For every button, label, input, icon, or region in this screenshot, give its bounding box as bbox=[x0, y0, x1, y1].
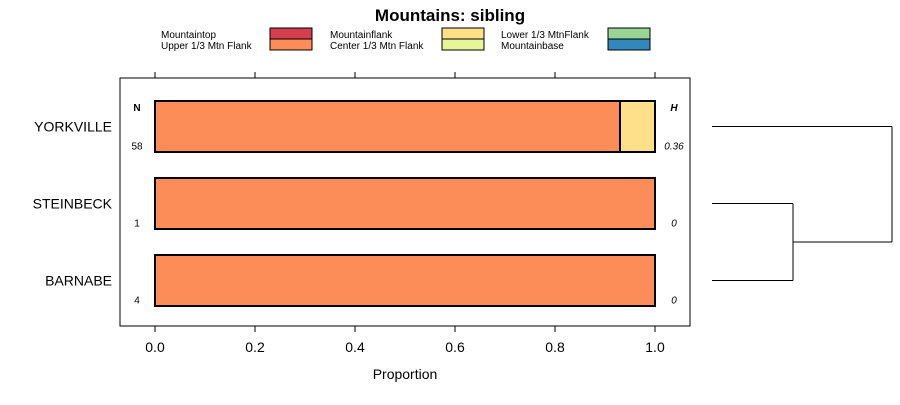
n-value-barnabe: 4 bbox=[134, 296, 140, 307]
x-tick-label: 0.8 bbox=[545, 339, 565, 355]
h-header: H bbox=[670, 103, 678, 114]
dendrogram bbox=[712, 126, 893, 281]
x-tick-label: 0.2 bbox=[245, 339, 265, 355]
n-value-yorkville: 58 bbox=[131, 142, 143, 153]
bar-segment-steinbeck-upper-1-3-mtn-flank bbox=[154, 177, 656, 230]
legend-label-mountaintop: Mountaintop bbox=[161, 30, 216, 41]
bar-segment-yorkville-upper-1-3-mtn-flank bbox=[154, 100, 621, 153]
legend-label-mountainflank: Mountainflank bbox=[330, 30, 393, 41]
plot-frame bbox=[119, 77, 691, 327]
legend-swatch-lower-1-3-mtnflank bbox=[607, 27, 651, 40]
legend-label-mountainbase: Mountainbase bbox=[501, 41, 564, 52]
x-tick-label: 0.4 bbox=[345, 339, 365, 355]
x-tick-label: 1.0 bbox=[645, 339, 665, 355]
x-axis: 0.0 0.2 0.4 0.6 0.8 1.0 bbox=[145, 72, 665, 355]
n-value-steinbeck: 1 bbox=[134, 219, 140, 230]
bars: YORKVILLE 58 0.36 STEINBECK 1 0 BARNABE 4 0 bbox=[33, 100, 684, 307]
legend-swatch-mountainbase bbox=[607, 38, 651, 51]
category-label-yorkville: YORKVILLE bbox=[34, 119, 112, 135]
bar-segment-yorkville-mountainflank bbox=[619, 100, 656, 153]
category-label-steinbeck: STEINBECK bbox=[33, 196, 113, 212]
x-tick-label: 0.6 bbox=[445, 339, 465, 355]
x-tick-label: 0.0 bbox=[145, 339, 165, 355]
legend-swatch-mountainflank bbox=[441, 27, 485, 40]
category-label-barnabe: BARNABE bbox=[45, 273, 112, 289]
h-value-barnabe: 0 bbox=[671, 296, 677, 307]
h-value-yorkville: 0.36 bbox=[664, 142, 684, 153]
h-value-steinbeck: 0 bbox=[671, 219, 677, 230]
legend-swatch-mountaintop bbox=[269, 27, 313, 40]
bar-segment-barnabe-upper-1-3-mtn-flank bbox=[154, 254, 656, 307]
legend-label-center-1-3-mtn-flank: Center 1/3 Mtn Flank bbox=[330, 41, 424, 52]
x-axis-label: Proportion bbox=[373, 366, 438, 382]
legend-swatch-center-1-3-mtn-flank bbox=[441, 38, 485, 51]
legend-swatch-upper-1-3-mtn-flank bbox=[269, 38, 313, 51]
n-header: N bbox=[133, 103, 140, 114]
chart-title: Mountains: sibling bbox=[375, 6, 525, 25]
legend-label-upper-1-3-mtn-flank: Upper 1/3 Mtn Flank bbox=[161, 41, 253, 52]
legend-label-lower-1-3-mtnflank: Lower 1/3 MtnFlank bbox=[501, 30, 590, 41]
